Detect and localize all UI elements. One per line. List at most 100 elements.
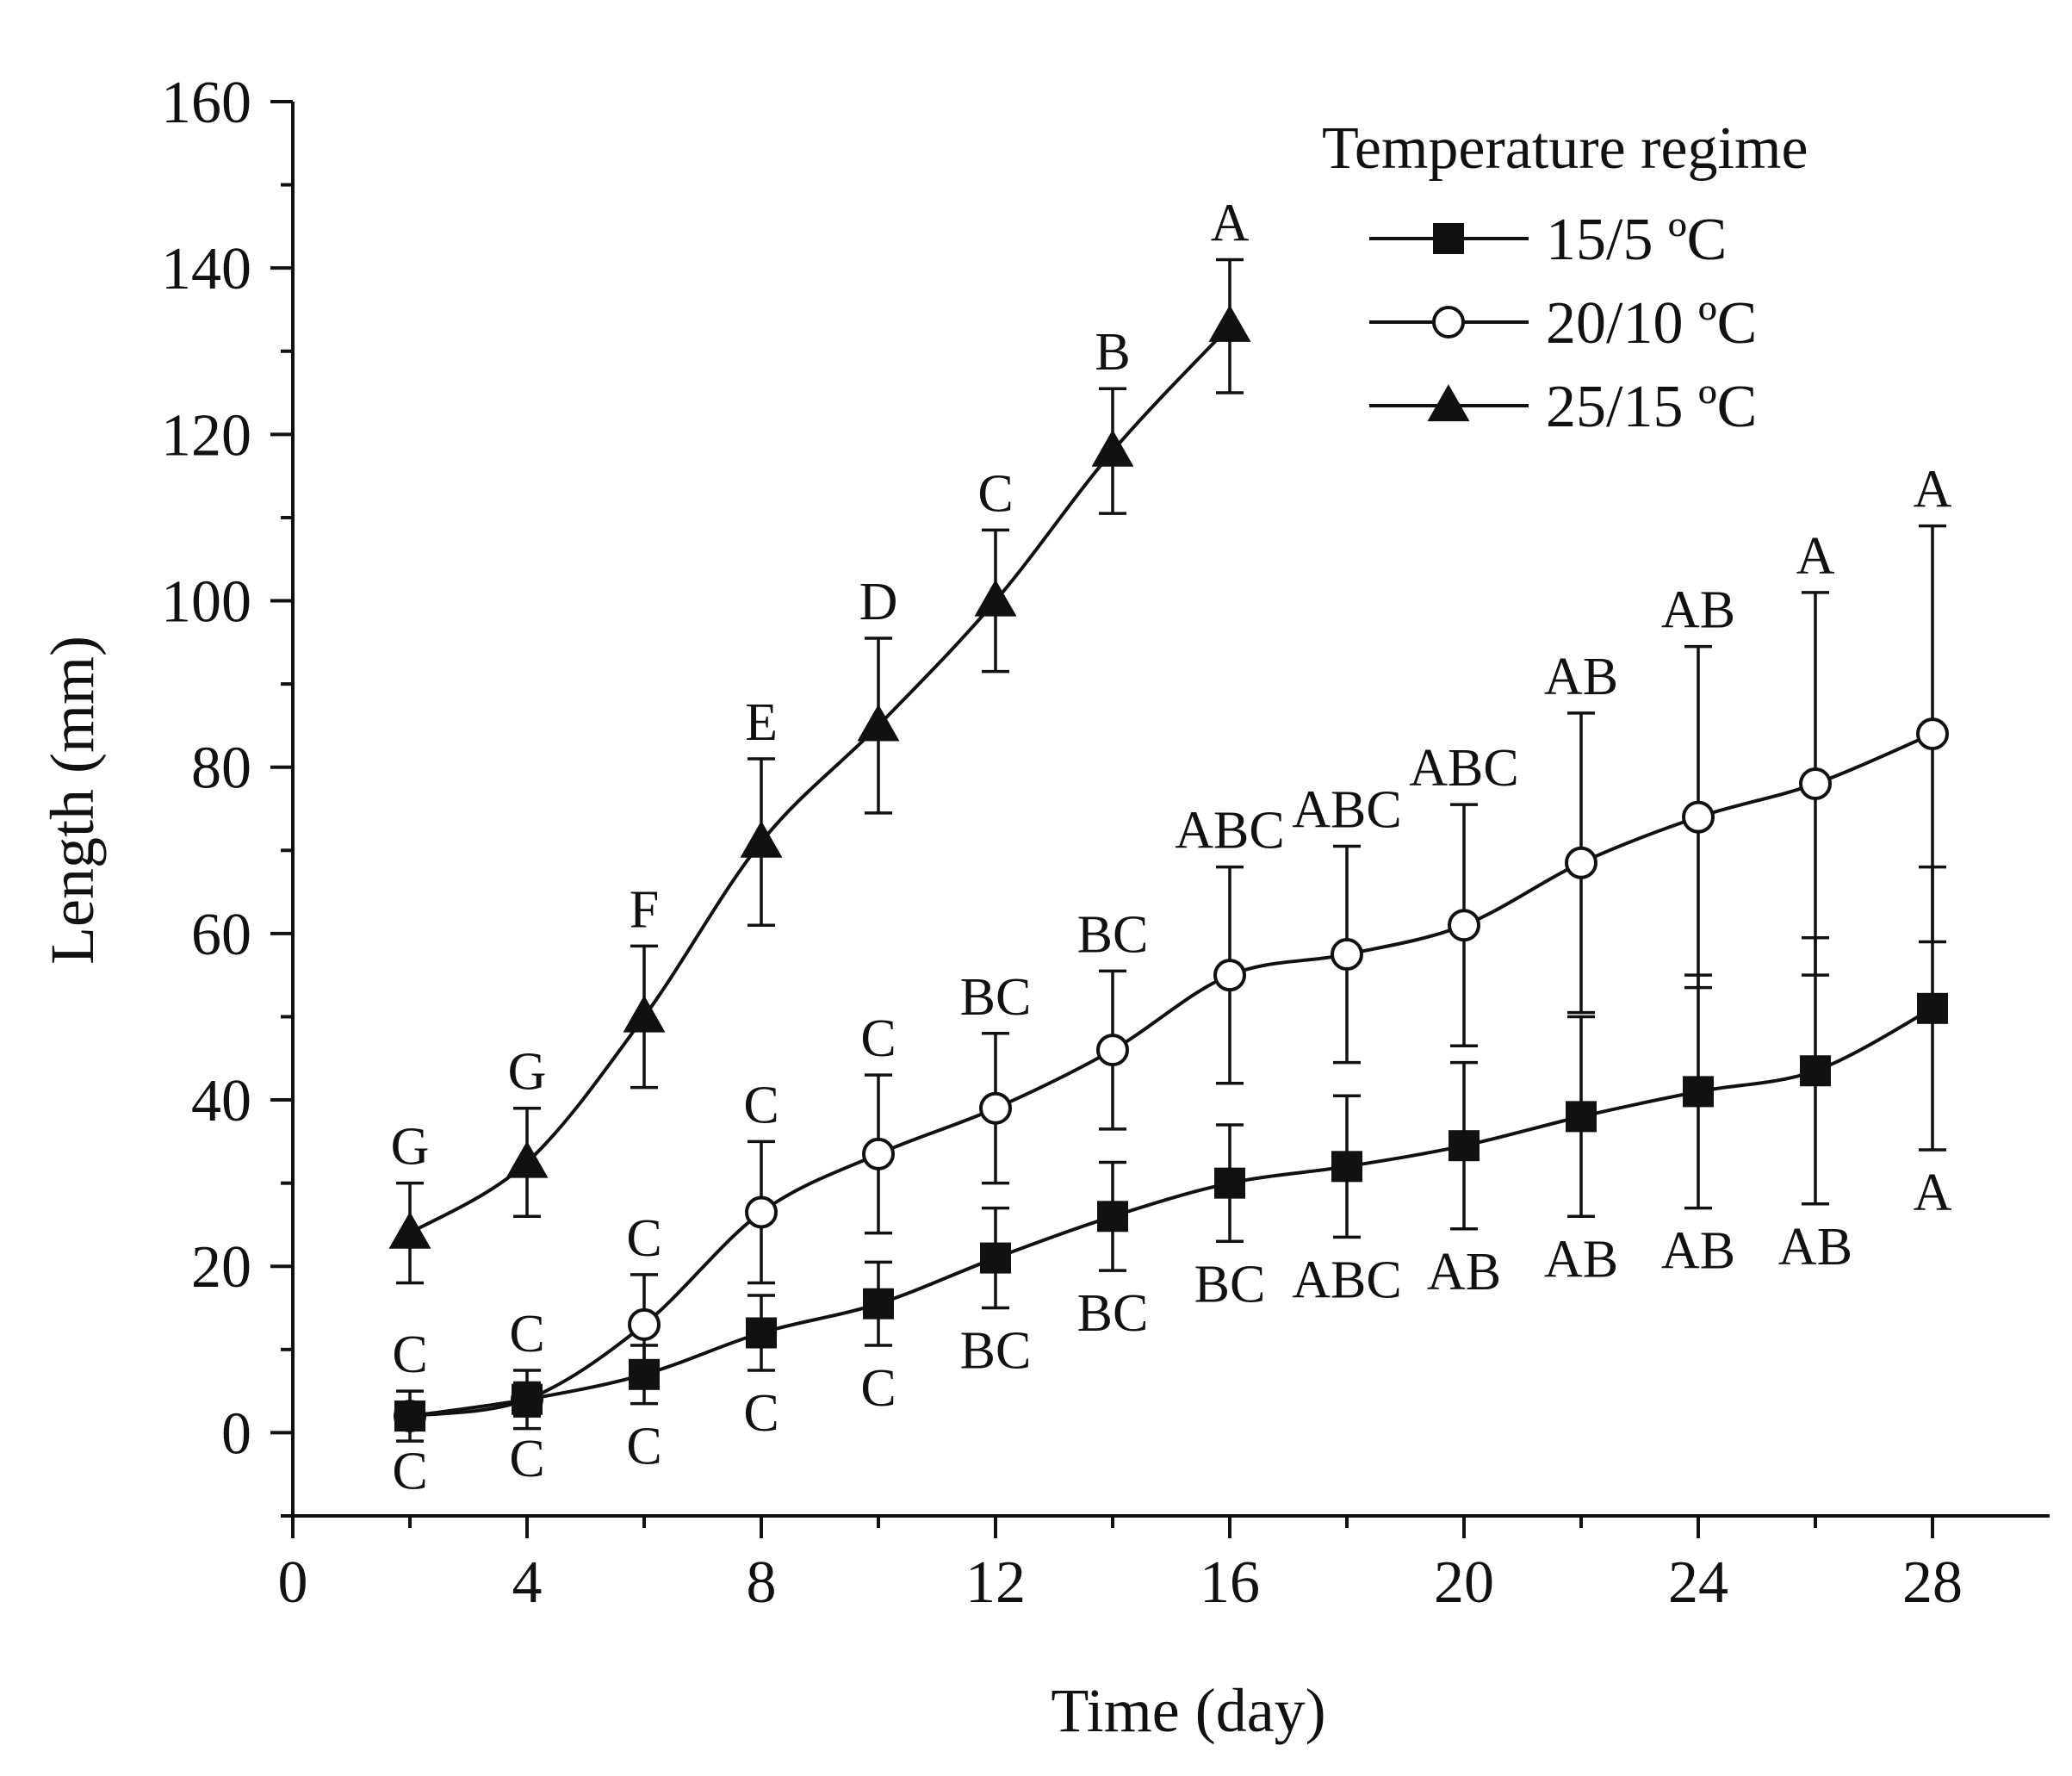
- data-point: [857, 704, 900, 742]
- significance-label: C: [977, 464, 1013, 523]
- significance-label: C: [860, 1009, 896, 1068]
- legend-label: 20/10 ºC: [1546, 290, 1757, 357]
- legend-label: 15/5 ºC: [1546, 207, 1727, 273]
- significance-label: C: [392, 1326, 427, 1384]
- data-point: [1916, 717, 1949, 751]
- data-point: [394, 1400, 425, 1432]
- legend-label: 25/15 ºC: [1546, 374, 1757, 440]
- data-point: [1331, 1151, 1362, 1183]
- data-point: [1331, 938, 1363, 972]
- data-point: [979, 1091, 1012, 1125]
- series-layer: [388, 258, 1949, 1443]
- legend-item: 25/15 ºC: [1369, 374, 1757, 440]
- data-point: [628, 1307, 661, 1341]
- x-tick-label: 4: [512, 1549, 543, 1616]
- significance-label: G: [391, 1118, 430, 1177]
- data-point: [1800, 1055, 1831, 1087]
- significance-label: AB: [1661, 581, 1735, 640]
- data-point: [1213, 959, 1246, 992]
- significance-label: AB: [1427, 1243, 1501, 1301]
- significance-label: F: [630, 880, 659, 939]
- significance-label: ABC: [1409, 739, 1518, 798]
- significance-label: C: [626, 1418, 661, 1476]
- significance-label: BC: [1194, 1255, 1266, 1313]
- data-point: [1208, 304, 1251, 342]
- x-tick-label: 8: [747, 1549, 777, 1616]
- significance-label: ABC: [1175, 802, 1284, 860]
- legend-item: 15/5 ºC: [1369, 207, 1727, 273]
- data-point: [746, 1317, 777, 1349]
- data-point: [745, 1195, 778, 1229]
- y-tick-label: 20: [191, 1234, 251, 1301]
- x-tick-label: 0: [278, 1549, 308, 1616]
- y-tick-label: 120: [161, 402, 251, 469]
- significance-label: AB: [1544, 1230, 1618, 1289]
- data-point: [863, 1288, 894, 1320]
- significance-label: D: [859, 573, 898, 631]
- data-point: [862, 1137, 895, 1171]
- data-point: [388, 1211, 431, 1249]
- data-point: [623, 995, 666, 1033]
- series-1: [394, 865, 1948, 1432]
- significance-label: BC: [1077, 905, 1149, 964]
- significance-label: C: [626, 1209, 661, 1268]
- significance-label: ABC: [1292, 1251, 1401, 1309]
- x-tick-label: 12: [965, 1549, 1026, 1616]
- significance-label: C: [743, 1076, 779, 1134]
- legend-marker: [1433, 223, 1464, 254]
- significance-label: AB: [1778, 1218, 1852, 1276]
- data-point: [1683, 1076, 1714, 1108]
- series-line: [409, 732, 1933, 1419]
- significance-label: E: [745, 693, 778, 752]
- y-tick-label: 100: [161, 569, 251, 636]
- data-point: [1682, 800, 1715, 834]
- data-point: [974, 579, 1017, 617]
- significance-label: A: [1914, 1164, 1952, 1222]
- significance-label: A: [1796, 527, 1835, 586]
- significance-label: AB: [1544, 648, 1618, 706]
- x-tick-label: 28: [1902, 1549, 1963, 1616]
- significance-label: BC: [960, 1322, 1032, 1381]
- data-point: [1214, 1167, 1245, 1199]
- y-tick-label: 80: [191, 736, 251, 802]
- significance-label: AB: [1661, 1222, 1735, 1281]
- data-point: [1096, 1034, 1129, 1067]
- significance-label: G: [508, 1043, 547, 1102]
- significance-label: A: [1914, 461, 1952, 519]
- significance-label: B: [1095, 323, 1130, 382]
- y-tick-label: 0: [221, 1400, 251, 1467]
- x-tick-label: 16: [1200, 1549, 1260, 1616]
- significance-label: ABC: [1292, 780, 1401, 839]
- x-tick-label: 24: [1668, 1549, 1728, 1616]
- data-point: [980, 1242, 1011, 1274]
- data-point: [1097, 1201, 1128, 1233]
- series-3: [388, 258, 1251, 1285]
- x-axis-title: Time (day): [1051, 1676, 1325, 1745]
- data-point: [740, 820, 783, 858]
- legend-title: Temperature regime: [1322, 115, 1808, 182]
- data-point: [1091, 429, 1134, 467]
- y-axis-title: Length (mm): [38, 636, 107, 965]
- significance-label: C: [392, 1443, 427, 1501]
- data-point: [1565, 846, 1597, 879]
- data-point: [512, 1383, 543, 1415]
- significance-label: A: [1211, 195, 1250, 253]
- legend-marker: [1432, 306, 1465, 338]
- data-point: [629, 1358, 660, 1390]
- significance-label: BC: [1077, 1284, 1149, 1343]
- y-tick-label: 140: [161, 236, 251, 302]
- y-tick-label: 160: [161, 70, 251, 136]
- data-point: [1917, 992, 1948, 1024]
- y-tick-label: 40: [191, 1068, 251, 1134]
- legend-marker: [1427, 384, 1470, 422]
- data-point: [1448, 909, 1480, 942]
- significance-label: C: [509, 1430, 544, 1488]
- legend-item: 20/10 ºC: [1369, 290, 1757, 357]
- data-point: [1449, 1130, 1480, 1162]
- series-2: [394, 524, 1949, 1443]
- data-point: [1566, 1101, 1597, 1133]
- significance-label: C: [509, 1305, 544, 1363]
- significance-label: BC: [960, 968, 1032, 1027]
